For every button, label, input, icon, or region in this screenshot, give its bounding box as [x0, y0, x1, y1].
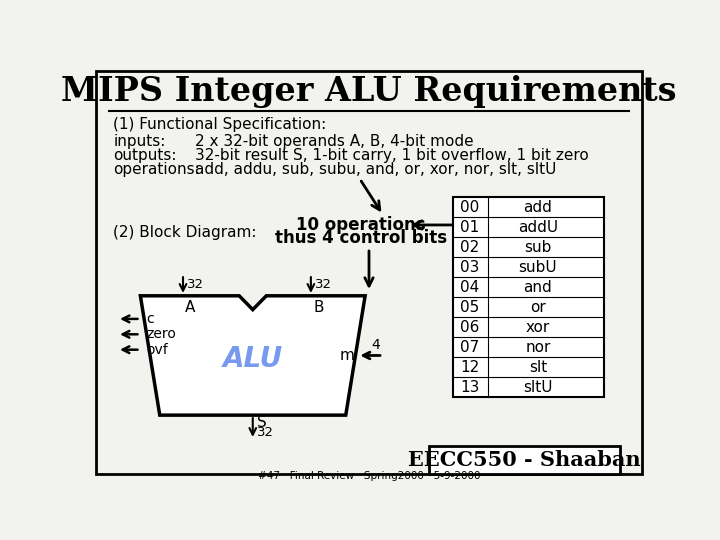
Text: ALU: ALU	[222, 345, 283, 373]
Text: 03: 03	[460, 260, 480, 275]
Text: 32: 32	[187, 278, 204, 291]
Text: 07: 07	[460, 340, 480, 355]
Text: addU: addU	[518, 220, 558, 235]
FancyBboxPatch shape	[429, 446, 620, 474]
Text: add, addu, sub, subu, and, or, xor, nor, slt, sltU: add, addu, sub, subu, and, or, xor, nor,…	[194, 162, 556, 177]
Text: 32: 32	[315, 278, 332, 291]
Text: or: or	[530, 300, 546, 315]
Text: ovf: ovf	[147, 343, 168, 357]
Text: 12: 12	[460, 360, 480, 375]
Text: 2 x 32-bit operands A, B, 4-bit mode: 2 x 32-bit operands A, B, 4-bit mode	[194, 134, 473, 149]
Text: (1) Functional Specification:: (1) Functional Specification:	[113, 117, 326, 132]
Text: add: add	[523, 200, 552, 215]
Text: (2) Block Diagram:: (2) Block Diagram:	[113, 225, 257, 240]
Text: 06: 06	[460, 320, 480, 335]
Text: slt: slt	[528, 360, 547, 375]
Text: and: and	[523, 280, 552, 295]
Text: outputs:: outputs:	[113, 148, 176, 163]
Text: MIPS Integer ALU Requirements: MIPS Integer ALU Requirements	[61, 75, 677, 108]
Text: operations:: operations:	[113, 162, 200, 177]
Text: inputs:: inputs:	[113, 134, 166, 149]
Text: xor: xor	[526, 320, 550, 335]
Text: 13: 13	[460, 380, 480, 395]
Text: 04: 04	[460, 280, 480, 295]
Text: B: B	[313, 300, 324, 315]
Text: m: m	[340, 348, 354, 363]
Text: 4: 4	[371, 338, 379, 352]
Text: thus 4 control bits: thus 4 control bits	[275, 229, 447, 247]
Text: zero: zero	[147, 327, 176, 341]
Text: #47   Final Review   Spring2000   5-9-2000: #47 Final Review Spring2000 5-9-2000	[258, 471, 480, 481]
Text: subU: subU	[518, 260, 557, 275]
Text: 02: 02	[460, 240, 480, 255]
Text: 01: 01	[460, 220, 480, 235]
Polygon shape	[140, 296, 365, 415]
Text: 10 operations: 10 operations	[297, 216, 426, 234]
Bar	[453, 197, 604, 397]
Text: 05: 05	[460, 300, 480, 315]
Text: S: S	[256, 415, 266, 430]
Text: A: A	[185, 300, 196, 315]
Text: nor: nor	[526, 340, 551, 355]
Text: c: c	[147, 312, 154, 326]
Text: EECC550 - Shaaban: EECC550 - Shaaban	[408, 450, 641, 470]
Text: 00: 00	[460, 200, 480, 215]
Text: sub: sub	[524, 240, 552, 255]
Text: 32-bit result S, 1-bit carry, 1 bit overflow, 1 bit zero: 32-bit result S, 1-bit carry, 1 bit over…	[194, 148, 588, 163]
Text: 32: 32	[256, 426, 274, 438]
Text: sltU: sltU	[523, 380, 553, 395]
